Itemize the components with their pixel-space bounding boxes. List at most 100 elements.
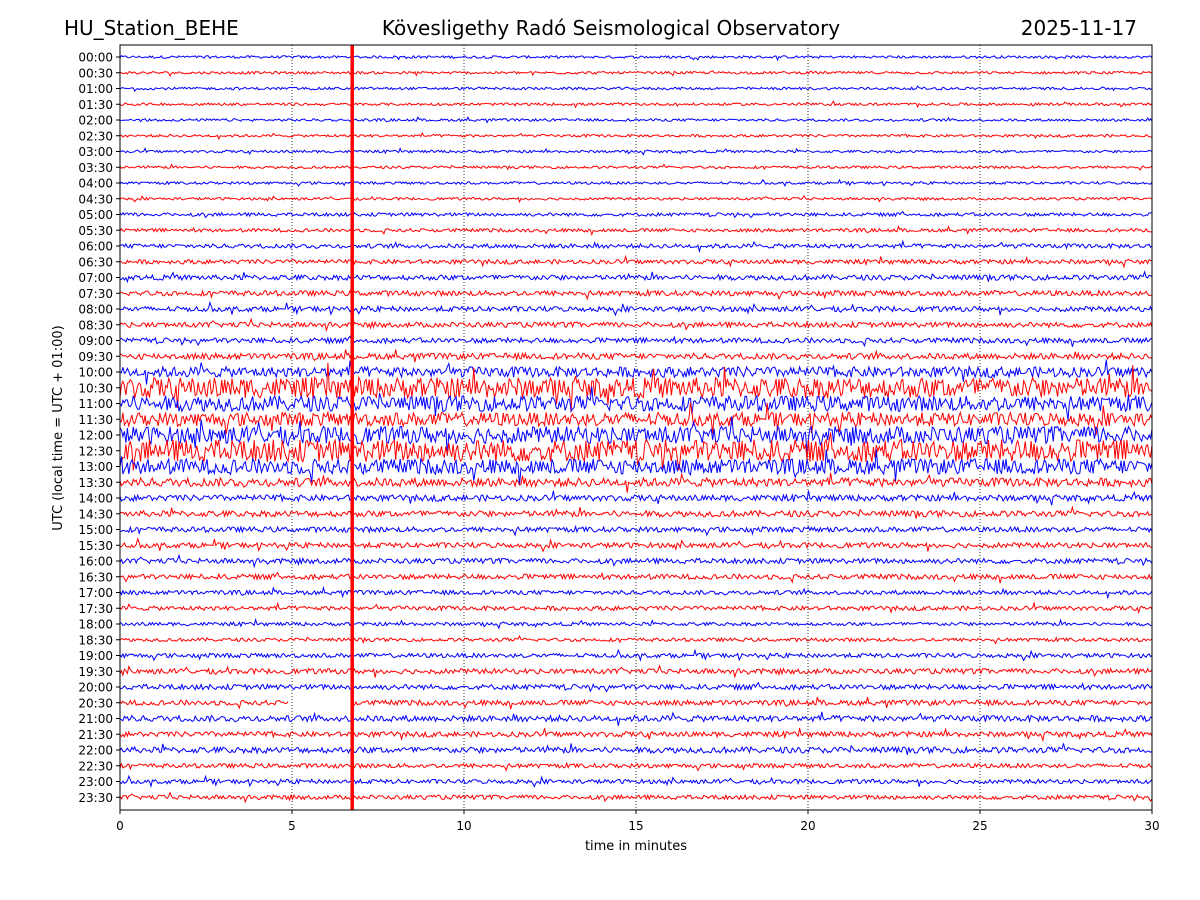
y-tick-label: 15:00 [78, 523, 113, 537]
y-axis-label: UTC (local time = UTC + 01:00) [51, 325, 66, 530]
y-tick-label: 04:00 [78, 177, 113, 191]
trace-2130 [119, 727, 1153, 743]
y-tick-label: 06:30 [78, 255, 113, 269]
y-tick-label: 06:00 [78, 240, 113, 254]
trace-1030 [119, 362, 1153, 413]
y-tick-label: 22:30 [78, 759, 113, 773]
x-tick-label: 20 [800, 819, 815, 833]
y-tick-label: 03:00 [78, 145, 113, 159]
observatory-title: Kövesligethy Radó Seismological Observat… [382, 16, 840, 40]
y-tick-label: 14:30 [78, 507, 113, 521]
trace-0100 [119, 85, 1153, 93]
trace-1230 [119, 432, 1153, 471]
trace-1000 [119, 359, 1153, 385]
trace-1530 [120, 537, 1153, 553]
trace-0830 [119, 317, 1153, 333]
trace-0030 [119, 70, 1153, 77]
trace-0930 [119, 349, 1153, 363]
trace-2200 [119, 743, 1153, 755]
station-name: HU_Station_BEHE [64, 16, 239, 40]
y-tick-label: 07:00 [78, 271, 113, 285]
y-tick-label: 05:30 [78, 224, 113, 238]
trace-1900 [119, 648, 1153, 662]
y-tick-label: 21:30 [78, 728, 113, 742]
trace-1100 [119, 386, 1153, 421]
y-tick-label: 00:00 [78, 51, 113, 65]
y-tick-label: 18:00 [78, 618, 113, 632]
y-tick-label: 21:00 [78, 712, 113, 726]
trace-1130 [119, 402, 1153, 436]
x-axis-label: time in minutes [585, 839, 687, 854]
x-tick-label: 25 [972, 819, 987, 833]
trace-1730 [119, 601, 1153, 615]
x-tick-label: 10 [456, 819, 471, 833]
trace-1700 [119, 585, 1153, 600]
trace-1330 [119, 472, 1153, 493]
y-tick-label: 02:00 [78, 114, 113, 128]
trace-1400 [119, 490, 1153, 506]
y-tick-label: 02:30 [78, 129, 113, 143]
y-tick-label: 19:30 [78, 665, 113, 679]
trace-1300 [119, 449, 1153, 486]
y-tick-label: 20:00 [78, 681, 113, 695]
y-tick-label: 16:00 [78, 555, 113, 569]
y-tick-label: 00:30 [78, 66, 113, 80]
trace-0530 [119, 224, 1153, 237]
trace-2030 [119, 696, 1153, 710]
trace-1430 [119, 505, 1153, 519]
y-tick-label: 19:00 [78, 649, 113, 663]
trace-0300 [119, 147, 1153, 156]
y-tick-label: 14:00 [78, 492, 113, 506]
y-tick-label: 23:30 [78, 791, 113, 805]
trace-0000 [119, 54, 1153, 62]
y-tick-label: 09:00 [78, 334, 113, 348]
y-tick-label: 18:30 [78, 633, 113, 647]
y-tick-label: 17:00 [78, 586, 113, 600]
trace-0330 [119, 163, 1153, 171]
trace-0230 [119, 131, 1153, 141]
trace-0400 [119, 178, 1153, 187]
y-tick-label: 13:30 [78, 476, 113, 490]
y-tick-label: 01:30 [78, 98, 113, 112]
y-tick-label: 13:00 [78, 460, 113, 474]
trace-1800 [119, 618, 1153, 630]
y-tick-label: 01:00 [78, 82, 113, 96]
trace-1500 [119, 524, 1153, 537]
trace-2300 [119, 774, 1153, 788]
y-tick-label: 08:30 [78, 318, 113, 332]
y-tick-label: 12:30 [78, 444, 113, 458]
trace-0900 [119, 335, 1153, 348]
y-tick-label: 10:00 [78, 366, 113, 380]
trace-0130 [119, 100, 1153, 109]
y-tick-label: 10:30 [78, 381, 113, 395]
y-tick-label: 03:30 [78, 161, 113, 175]
trace-0630 [119, 254, 1153, 269]
trace-0430 [119, 195, 1153, 204]
y-tick-label: 05:00 [78, 208, 113, 222]
trace-1630 [119, 571, 1153, 584]
trace-0200 [119, 115, 1153, 124]
x-tick-label: 15 [628, 819, 643, 833]
trace-0700 [119, 270, 1153, 284]
x-tick-label: 0 [116, 819, 124, 833]
y-tick-label: 08:00 [78, 303, 113, 317]
y-tick-label: 16:30 [78, 570, 113, 584]
plot-date: 2025-11-17 [1021, 16, 1137, 40]
y-tick-label: 11:30 [78, 413, 113, 427]
trace-0500 [119, 210, 1152, 219]
x-axis-ticks: 0 5 10 15 20 25 30 [116, 810, 1160, 833]
x-tick-label: 5 [288, 819, 296, 833]
y-tick-label: 07:30 [78, 287, 113, 301]
trace-2100 [119, 711, 1153, 726]
y-tick-label: 09:30 [78, 350, 113, 364]
trace-2000 [119, 681, 1153, 693]
trace-0800 [119, 300, 1153, 317]
trace-0600 [119, 239, 1153, 254]
y-tick-label: 15:30 [78, 539, 113, 553]
y-tick-label: 04:30 [78, 192, 113, 206]
trace-1600 [119, 553, 1153, 569]
y-tick-label: 11:00 [78, 397, 113, 411]
trace-0730 [119, 288, 1153, 301]
trace-2230 [119, 761, 1153, 772]
